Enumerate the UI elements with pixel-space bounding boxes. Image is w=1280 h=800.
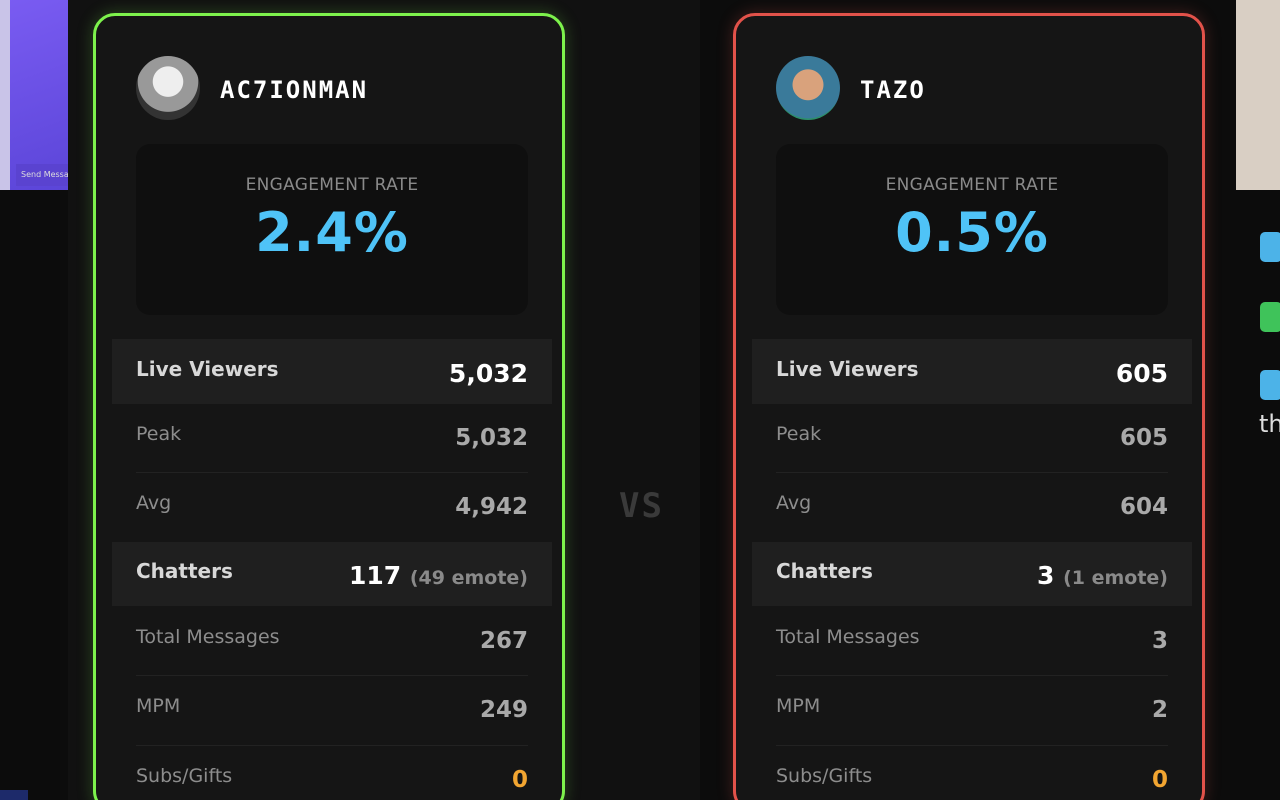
stat-row: Live Viewers 5,032 (112, 339, 552, 404)
stat-card: TAZO ENGAGEMENT RATE 0.5% Live Viewers 605 Pe… (733, 13, 1205, 800)
stat-label: MPM (136, 695, 181, 717)
stat-value: 604 (1120, 494, 1168, 520)
stat-value: 4,942 (455, 494, 528, 520)
stat-row: MPM 2 (752, 675, 1192, 746)
stat-label: MPM (776, 695, 821, 717)
stat-label: Live Viewers (136, 356, 279, 381)
stat-row: MPM 249 (112, 675, 552, 746)
stat-label: Peak (776, 423, 822, 445)
stat-row-inner: Live Viewers 605 (776, 339, 1168, 404)
stat-label: Chatters (776, 559, 873, 583)
stat-number: 604 (1119, 494, 1168, 520)
stat-label: Subs/Gifts (776, 765, 873, 787)
stat-row: Avg 604 (752, 472, 1192, 543)
stat-row: Subs/Gifts 0 (112, 745, 552, 800)
stat-label: Chatters (136, 559, 233, 583)
stat-row-inner: Avg 604 (776, 472, 1168, 543)
stat-row-inner: Subs/Gifts 0 (136, 745, 528, 800)
stat-row: Total Messages 267 (112, 606, 552, 676)
right-text: th (1259, 410, 1280, 438)
avatar (776, 56, 840, 120)
stat-row-inner: Total Messages 3 (776, 606, 1168, 676)
streamer-name: TAZO (860, 76, 926, 104)
stat-row: Total Messages 3 (752, 606, 1192, 676)
engagement-label: ENGAGEMENT RATE (245, 175, 419, 195)
stat-value: 0 (1152, 767, 1168, 793)
stat-value: 5,032 (449, 359, 528, 388)
stat-value: 605 (1116, 359, 1168, 388)
stat-row: Live Viewers 605 (752, 339, 1192, 404)
stat-number: 605 (1115, 358, 1168, 388)
stat-label: Peak (136, 423, 182, 445)
stat-row-inner: Peak 5,032 (136, 404, 528, 473)
stat-row-inner: Subs/Gifts 0 (776, 745, 1168, 800)
stat-row-inner: Chatters 117 (49 emote) (136, 542, 528, 606)
stat-number: 249 (479, 697, 528, 723)
engagement-value: 0.5% (895, 201, 1049, 264)
stat-row-inner: Avg 4,942 (136, 472, 528, 543)
stat-label: Avg (776, 492, 812, 514)
stat-row-inner: Chatters 3 (1 emote) (776, 542, 1168, 606)
stat-label: Subs/Gifts (136, 765, 233, 787)
stat-number: 2 (1151, 697, 1168, 723)
stat-number: 5,032 (448, 358, 528, 388)
stat-value: 5,032 (455, 425, 528, 451)
stream-thumbnail: Send Message (0, 0, 68, 190)
stat-value: 0 (512, 767, 528, 793)
right-thumbnail (1236, 0, 1280, 190)
stat-row: Peak 5,032 (112, 404, 552, 473)
stat-value: 117 (49 emote) (349, 561, 528, 590)
send-message-button[interactable]: Send Message (16, 164, 68, 186)
download-icon[interactable] (1260, 232, 1280, 262)
download-icon[interactable] (1260, 370, 1280, 400)
stat-row: Avg 4,942 (112, 472, 552, 543)
engagement-label: ENGAGEMENT RATE (885, 175, 1059, 195)
stat-row-inner: Total Messages 267 (136, 606, 528, 676)
stat-label: Total Messages (776, 625, 920, 648)
stat-row: Chatters 3 (1 emote) (752, 542, 1192, 606)
stat-row-inner: MPM 249 (136, 675, 528, 746)
stat-number: 5,032 (455, 425, 528, 451)
stat-note: (1 emote) (1063, 567, 1168, 589)
stat-label: Avg (136, 492, 172, 514)
streamer-name: AC7IONMAN (220, 76, 369, 104)
stat-label: Total Messages (136, 625, 280, 648)
stat-card: AC7IONMAN ENGAGEMENT RATE 2.4% Live Viewers… (93, 13, 565, 800)
stat-row: Peak 605 (752, 404, 1192, 473)
stat-value: 2 (1152, 697, 1168, 723)
stat-number: 267 (479, 627, 528, 654)
corner-icon (0, 790, 28, 800)
stat-row-inner: MPM 2 (776, 675, 1168, 746)
stat-value: 267 (480, 628, 528, 654)
stat-row: Chatters 117 (49 emote) (112, 542, 552, 606)
stat-value: 3 (1152, 628, 1168, 654)
engagement-box: ENGAGEMENT RATE 0.5% (776, 144, 1168, 315)
stat-value: 3 (1 emote) (1037, 561, 1168, 590)
stat-note: (49 emote) (409, 567, 528, 589)
stat-number: 3 (1036, 561, 1055, 590)
shield-icon[interactable] (1260, 302, 1280, 332)
stat-number: 4,942 (455, 494, 528, 520)
engagement-value: 2.4% (255, 201, 409, 264)
stat-row-inner: Peak 605 (776, 404, 1168, 473)
stat-number: 117 (348, 561, 402, 590)
stat-row: Subs/Gifts 0 (752, 745, 1192, 800)
stat-row-inner: Live Viewers 5,032 (136, 339, 528, 404)
stat-value: 605 (1120, 425, 1168, 451)
avatar (136, 56, 200, 120)
stat-number: 0 (1151, 767, 1168, 793)
stat-number: 3 (1151, 627, 1168, 654)
vs-label: VS (619, 486, 664, 526)
stat-number: 605 (1119, 425, 1168, 451)
stat-value: 249 (480, 697, 528, 723)
thumbnail-edge (0, 0, 10, 190)
stat-number: 0 (511, 767, 528, 793)
stat-label: Live Viewers (776, 356, 919, 381)
engagement-box: ENGAGEMENT RATE 2.4% (136, 144, 528, 315)
